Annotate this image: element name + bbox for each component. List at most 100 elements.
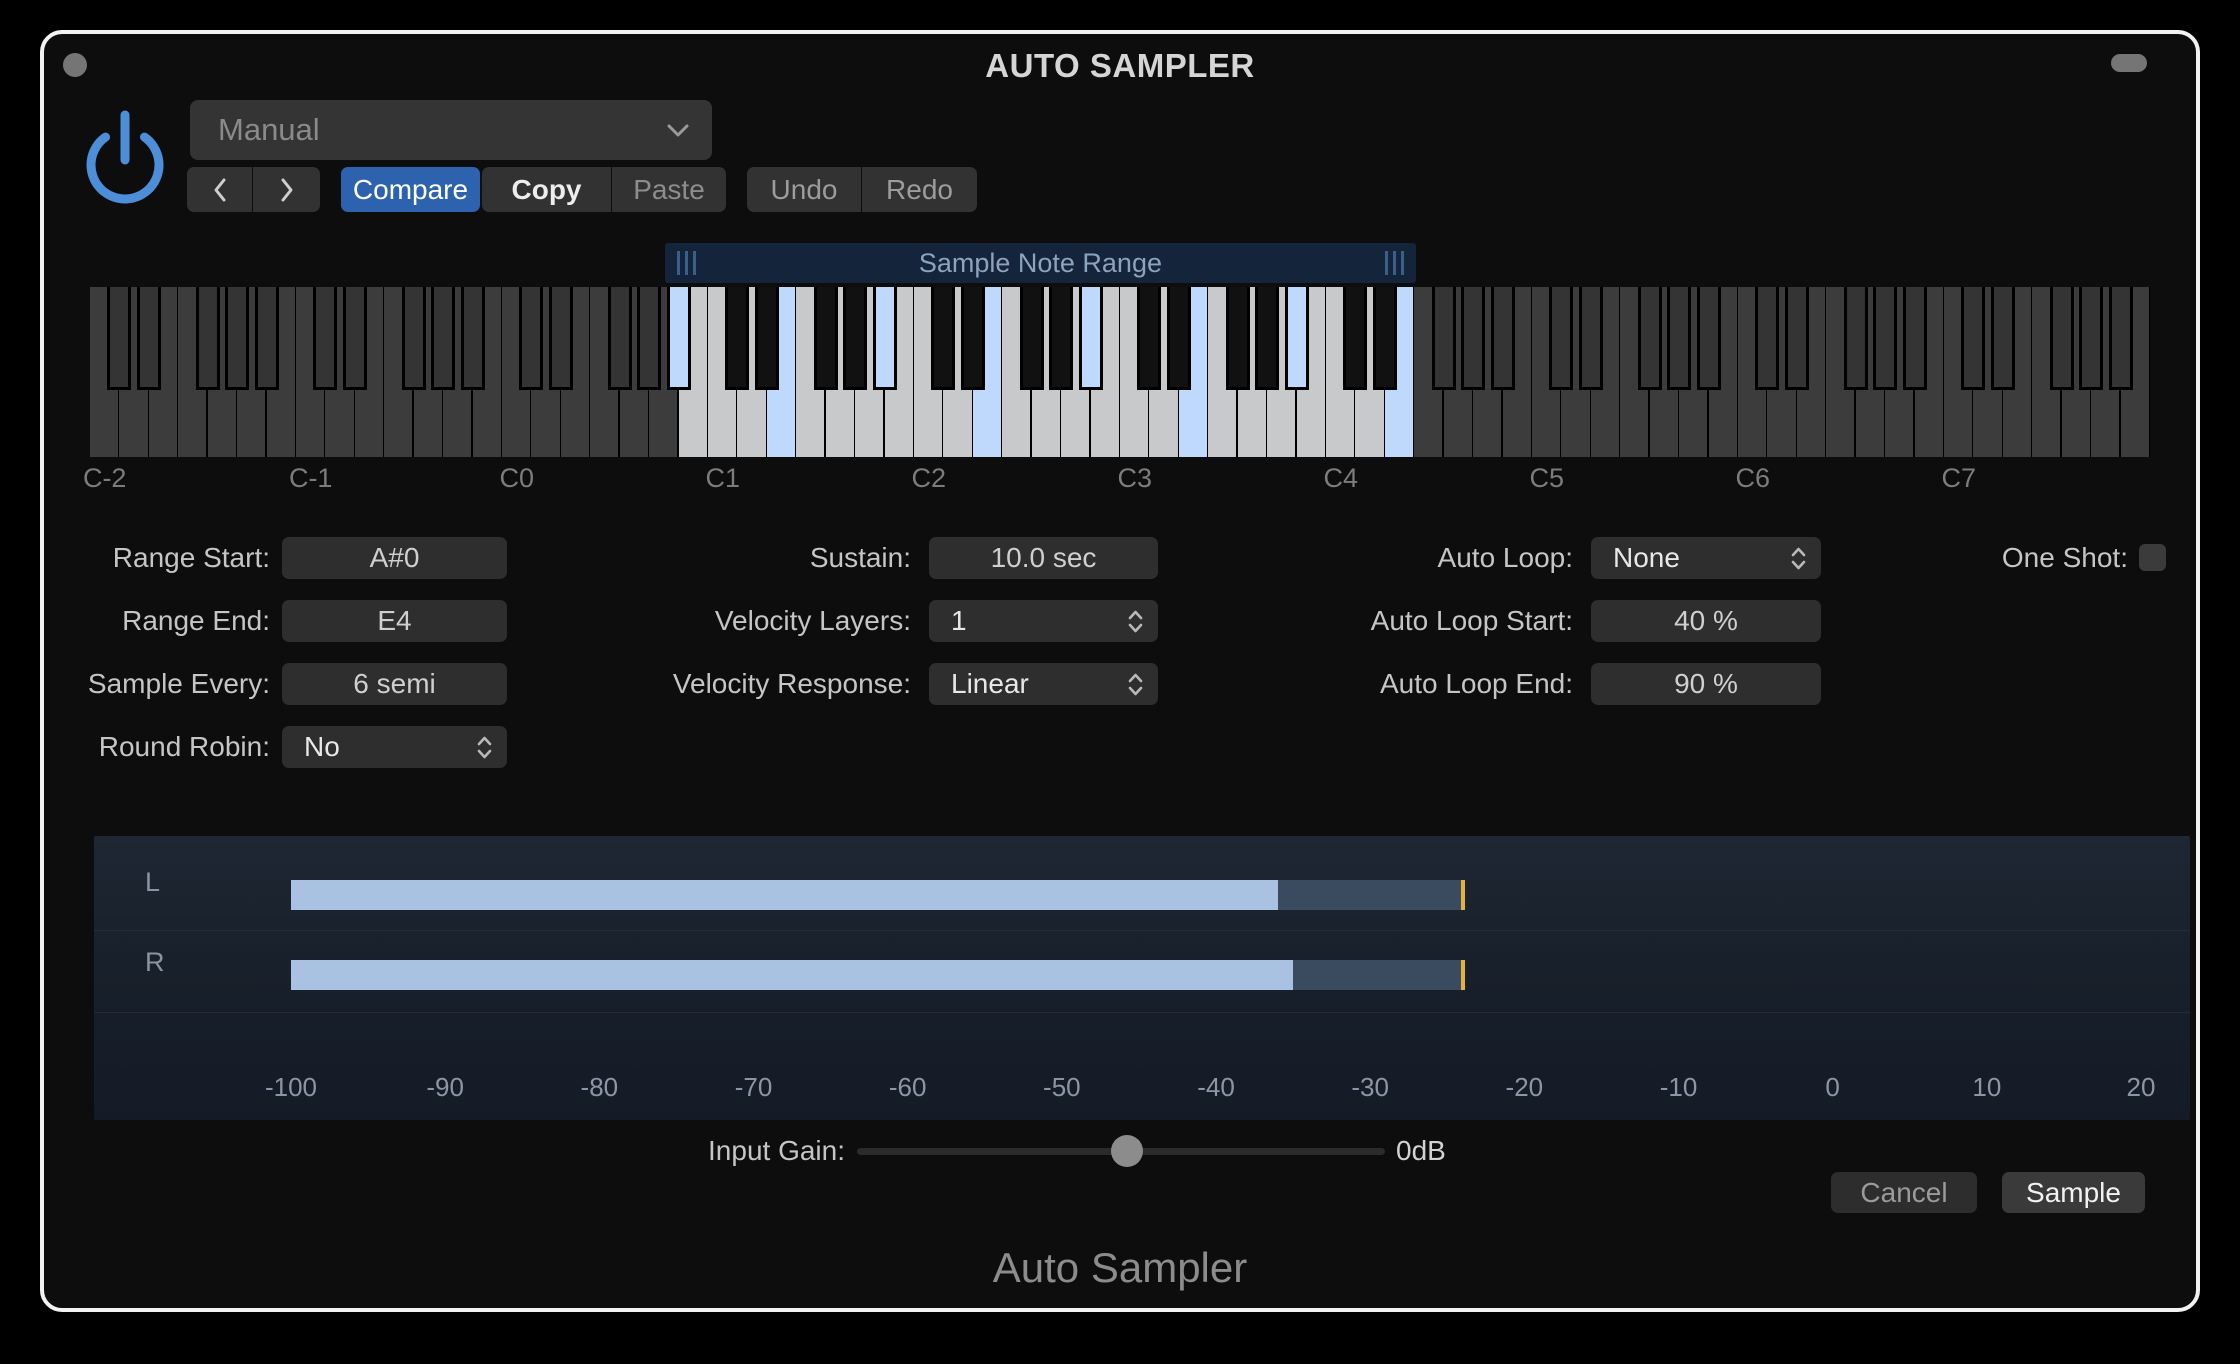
piano-key-A#4[interactable]	[1490, 287, 1515, 390]
piano-key-F#-1[interactable]	[401, 287, 426, 390]
piano-key-core	[1375, 287, 1394, 387]
piano-key-D#2[interactable]	[960, 287, 985, 390]
one-shot-checkbox[interactable]	[2139, 544, 2166, 571]
piano-key-G#7[interactable]	[2079, 287, 2104, 390]
auto-loop-start-field[interactable]: 40 %	[1591, 600, 1821, 642]
auto-loop-end-field[interactable]: 90 %	[1591, 663, 1821, 705]
velocity-layers-value: 1	[951, 605, 967, 636]
piano-key-core	[1258, 287, 1277, 387]
piano-key-D#3[interactable]	[1166, 287, 1191, 390]
meter-scale-20: 20	[2126, 1072, 2156, 1102]
piano-key-C#-2[interactable]	[107, 287, 132, 390]
velocity-response-popup[interactable]: Linear	[929, 663, 1158, 705]
piano-key-C#6[interactable]	[1755, 287, 1780, 390]
piano-key-D#7[interactable]	[1990, 287, 2015, 390]
piano-key-A#3[interactable]	[1284, 287, 1309, 390]
piano-key-core	[1640, 287, 1659, 387]
range-left-grip-icon[interactable]	[676, 251, 696, 275]
sustain-field[interactable]: 10.0 sec	[929, 537, 1158, 579]
piano-key-C#1[interactable]	[725, 287, 750, 390]
piano-key-A#-1[interactable]	[460, 287, 485, 390]
piano-key-D#-2[interactable]	[136, 287, 161, 390]
octave-label-C3: C3	[1117, 463, 1152, 493]
range-right-grip-icon[interactable]	[1385, 251, 1405, 275]
piano-key-F#3[interactable]	[1225, 287, 1250, 390]
piano-key-G#-1[interactable]	[431, 287, 456, 390]
redo-button[interactable]: Redo	[862, 167, 977, 212]
compare-button[interactable]: Compare	[341, 167, 480, 212]
piano-key-D#0[interactable]	[548, 287, 573, 390]
piano-key-D#1[interactable]	[754, 287, 779, 390]
piano-key-core	[110, 287, 129, 387]
piano-key-G#1[interactable]	[843, 287, 868, 390]
velocity-layers-popup[interactable]: 1	[929, 600, 1158, 642]
piano-key-core	[257, 287, 276, 387]
paste-button[interactable]: Paste	[612, 167, 726, 212]
range-end-field[interactable]: E4	[282, 600, 507, 642]
window-close-button[interactable]	[63, 53, 87, 77]
piano-key-A#5[interactable]	[1696, 287, 1721, 390]
piano-keyboard[interactable]	[90, 287, 2150, 457]
piano-key-F#-2[interactable]	[195, 287, 220, 390]
piano-key-G#-2[interactable]	[225, 287, 250, 390]
round-robin-popup[interactable]: No	[282, 726, 507, 768]
octave-label-C4: C4	[1323, 463, 1358, 493]
undo-button[interactable]: Undo	[747, 167, 861, 212]
piano-key-F#6[interactable]	[1843, 287, 1868, 390]
meter-scale-10: 10	[1972, 1072, 2002, 1102]
level-meter-panel: L R -100 -90 -80 -70 -60 -50 -40 -30 -20 -10 0 10 20	[94, 836, 2190, 1120]
piano-key-A#1[interactable]	[872, 287, 897, 390]
piano-key-core	[2052, 287, 2071, 387]
cancel-button[interactable]: Cancel	[1831, 1172, 1977, 1213]
power-icon	[86, 110, 164, 204]
piano-key-F#5[interactable]	[1637, 287, 1662, 390]
piano-key-F#4[interactable]	[1431, 287, 1456, 390]
preset-dropdown[interactable]: Manual	[190, 100, 712, 160]
piano-key-C#0[interactable]	[519, 287, 544, 390]
piano-key-D#-1[interactable]	[342, 287, 367, 390]
velocity-response-label: Velocity Response:	[672, 668, 911, 699]
meter-scale-0: 0	[1825, 1072, 1840, 1102]
piano-key-G#0[interactable]	[637, 287, 662, 390]
piano-key-A#2[interactable]	[1078, 287, 1103, 390]
piano-key-core	[228, 287, 247, 387]
piano-key-F#7[interactable]	[2049, 287, 2074, 390]
window-zoom-button[interactable]	[2111, 54, 2147, 72]
piano-key-C#5[interactable]	[1549, 287, 1574, 390]
piano-key-F#0[interactable]	[607, 287, 632, 390]
power-button[interactable]	[85, 108, 165, 210]
piano-key-D#6[interactable]	[1784, 287, 1809, 390]
piano-key-core	[1052, 287, 1071, 387]
piano-key-A#7[interactable]	[2108, 287, 2133, 390]
piano-key-D#4[interactable]	[1372, 287, 1397, 390]
piano-key-G#4[interactable]	[1461, 287, 1486, 390]
auto-loop-popup[interactable]: None	[1591, 537, 1821, 579]
next-preset-button[interactable]	[253, 167, 320, 212]
piano-key-F#2[interactable]	[1019, 287, 1044, 390]
range-start-field[interactable]: A#0	[282, 537, 507, 579]
octave-label-C0: C0	[499, 463, 534, 493]
piano-key-C#4[interactable]	[1343, 287, 1368, 390]
piano-key-G#5[interactable]	[1667, 287, 1692, 390]
piano-key-A#0[interactable]	[666, 287, 691, 390]
input-gain-thumb[interactable]	[1110, 1135, 1143, 1167]
piano-key-core	[669, 287, 688, 387]
sample-note-range-bar[interactable]: Sample Note Range	[664, 243, 1417, 283]
piano-key-C#3[interactable]	[1137, 287, 1162, 390]
piano-key-A#-2[interactable]	[254, 287, 279, 390]
copy-button[interactable]: Copy	[482, 167, 611, 212]
piano-key-F#1[interactable]	[813, 287, 838, 390]
piano-key-A#6[interactable]	[1902, 287, 1927, 390]
piano-key-G#2[interactable]	[1049, 287, 1074, 390]
piano-key-G#6[interactable]	[1873, 287, 1898, 390]
previous-preset-button[interactable]	[187, 167, 252, 212]
piano-key-D#5[interactable]	[1578, 287, 1603, 390]
piano-key-C#2[interactable]	[931, 287, 956, 390]
piano-key-C#7[interactable]	[1961, 287, 1986, 390]
piano-key-core	[404, 287, 423, 387]
sample-button[interactable]: Sample	[2002, 1172, 2145, 1213]
piano-key-C#-1[interactable]	[313, 287, 338, 390]
range-start-label: Range Start:	[112, 542, 270, 573]
piano-key-G#3[interactable]	[1255, 287, 1280, 390]
sample-every-field[interactable]: 6 semi	[282, 663, 507, 705]
